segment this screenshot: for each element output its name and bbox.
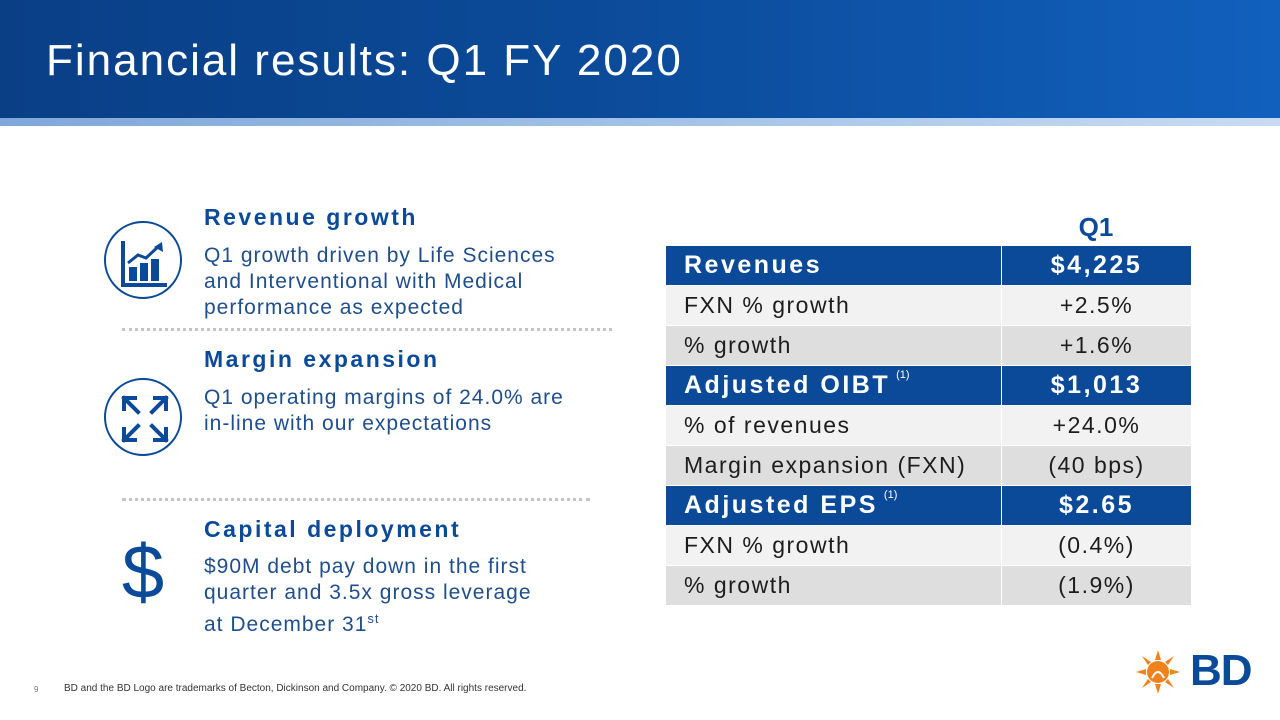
footnote-marker: (1) [883, 489, 898, 501]
text-line: in-line with our expectations [204, 412, 493, 435]
row-label-text: Adjusted EPS [684, 491, 878, 519]
text-line: $90M debt pay down in the first [204, 555, 527, 578]
row-value: +1.6% [1001, 325, 1192, 366]
table-row: % growth (1.9%) [665, 565, 1192, 606]
text-line: and Interventional with Medical [204, 270, 524, 293]
bd-sunburst-icon [1136, 650, 1180, 694]
capital-deployment-text: $90M debt pay down in the first quarter … [204, 554, 532, 638]
row-label-text: Revenues [684, 251, 823, 279]
text-line: Q1 operating margins of 24.0% are [204, 386, 564, 409]
text-line-content: at December 31 [204, 613, 368, 636]
row-value: (0.4%) [1001, 525, 1192, 566]
table-row: Revenues $4,225 [665, 245, 1192, 286]
dollar-symbol: $ [121, 530, 165, 615]
row-value: (1.9%) [1001, 565, 1192, 606]
table-row: FXN % growth +2.5% [665, 285, 1192, 326]
row-label: % growth [665, 325, 1002, 366]
revenue-growth-heading: Revenue growth [204, 204, 418, 230]
table-column-header: Q1 [1078, 212, 1114, 242]
margin-expansion-heading: Margin expansion [204, 346, 440, 372]
row-label-text: Margin expansion (FXN) [684, 452, 967, 478]
row-label: % growth [665, 565, 1002, 606]
row-label-text: % growth [684, 572, 792, 598]
dollar-icon: $ [104, 530, 182, 615]
slide-title: Financial results: Q1 FY 2020 [46, 36, 683, 85]
table-row: % of revenues +24.0% [665, 405, 1192, 446]
table-row: Adjusted OIBT (1) $1,013 [665, 365, 1192, 406]
row-value: $4,225 [1001, 245, 1192, 286]
table-row: Adjusted EPS (1) $2.65 [665, 485, 1192, 526]
revenue-growth-text: Q1 growth driven by Life Sciences and In… [204, 243, 556, 321]
row-value: (40 bps) [1001, 445, 1192, 486]
row-label: Adjusted EPS (1) [665, 485, 1002, 526]
margin-expansion-text: Q1 operating margins of 24.0% are in-lin… [204, 385, 564, 437]
row-label: FXN % growth [665, 285, 1002, 326]
row-label: Margin expansion (FXN) [665, 445, 1002, 486]
trademark-footer: BD and the BD Logo are trademarks of Bec… [64, 683, 527, 694]
row-label: Revenues [665, 245, 1002, 286]
text-line: at December 31st [204, 606, 532, 638]
row-value: $1,013 [1001, 365, 1192, 406]
section-divider [122, 498, 590, 501]
superscript: st [367, 611, 380, 626]
row-label: % of revenues [665, 405, 1002, 446]
text-line: performance as expected [204, 296, 464, 319]
financial-results-table: Revenues $4,225 FXN % growth +2.5% % growth +… [665, 245, 1192, 606]
bar-chart-growth-icon [104, 221, 182, 299]
capital-deployment-heading: Capital deployment [204, 516, 462, 542]
page-number: 9 [34, 685, 39, 694]
footnote-marker: (1) [896, 369, 910, 381]
expand-arrows-icon [104, 378, 182, 456]
row-label-text: Adjusted OIBT [684, 371, 891, 399]
title-banner-stripe [0, 118, 1280, 126]
row-label-text: FXN % growth [684, 292, 851, 318]
section-divider [122, 328, 612, 331]
text-line: quarter and 3.5x gross leverage [204, 581, 532, 604]
row-label-text: % of revenues [684, 412, 851, 438]
table-row: Margin expansion (FXN) (40 bps) [665, 445, 1192, 486]
row-label-text: FXN % growth [684, 532, 851, 558]
row-label-text: % growth [684, 332, 792, 358]
title-banner [0, 0, 1280, 118]
row-label: FXN % growth [665, 525, 1002, 566]
row-label: Adjusted OIBT (1) [665, 365, 1002, 406]
row-value: $2.65 [1001, 485, 1192, 526]
bd-logo: BD [1134, 646, 1254, 696]
row-value: +24.0% [1001, 405, 1192, 446]
text-line: Q1 growth driven by Life Sciences [204, 244, 556, 267]
row-value: +2.5% [1001, 285, 1192, 326]
bd-logo-text: BD [1190, 646, 1253, 695]
table-row: FXN % growth (0.4%) [665, 525, 1192, 566]
table-row: % growth +1.6% [665, 325, 1192, 366]
